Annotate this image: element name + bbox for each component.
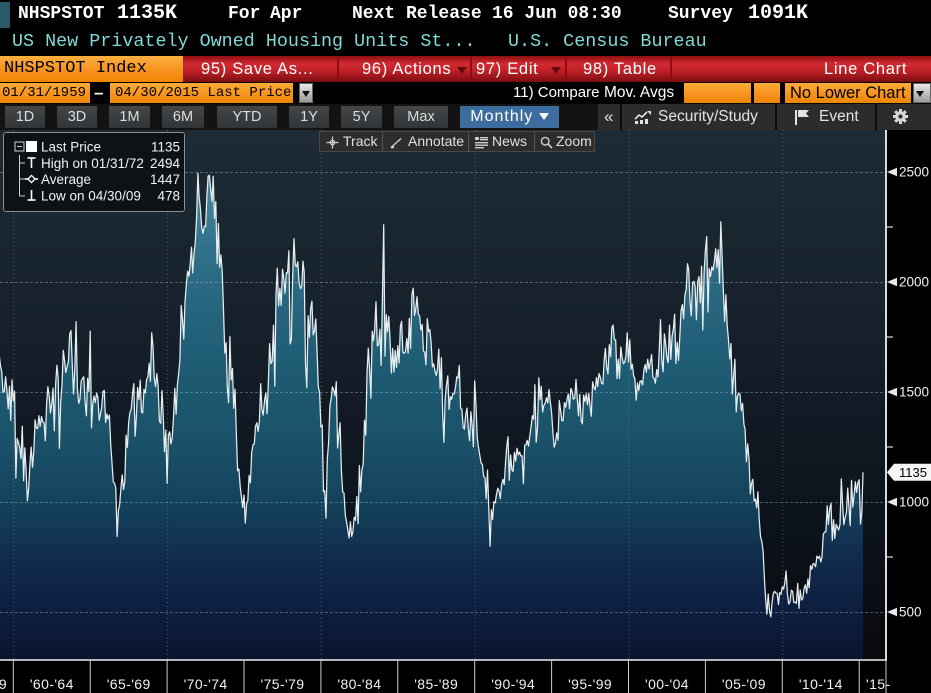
svg-text:2494: 2494	[150, 156, 181, 171]
svg-text:2000: 2000	[899, 275, 929, 290]
svg-text:1447: 1447	[150, 172, 180, 187]
svg-text:'70-'74: '70-'74	[184, 676, 228, 692]
svg-text:High on 01/31/72: High on 01/31/72	[41, 156, 144, 171]
svg-text:'65-'69: '65-'69	[107, 676, 151, 692]
svg-text:Low on 04/30/09: Low on 04/30/09	[41, 189, 141, 204]
svg-text:'10-'14: '10-'14	[799, 676, 843, 692]
svg-text:1500: 1500	[899, 385, 929, 400]
svg-text:'95-'99: '95-'99	[568, 676, 612, 692]
svg-text:'90-'94: '90-'94	[491, 676, 535, 692]
svg-text:478: 478	[157, 189, 180, 204]
svg-text:1000: 1000	[899, 495, 929, 510]
svg-text:'55-'59: '55-'59	[0, 676, 7, 692]
svg-text:'05-'09: '05-'09	[722, 676, 766, 692]
svg-text:Last Price: Last Price	[41, 140, 101, 155]
svg-text:1135: 1135	[151, 140, 180, 155]
svg-text:'85-'89: '85-'89	[414, 676, 458, 692]
svg-text:'00-'04: '00-'04	[645, 676, 689, 692]
svg-text:1135: 1135	[899, 465, 927, 480]
svg-text:Average: Average	[41, 172, 91, 187]
svg-text:'75-'79: '75-'79	[261, 676, 305, 692]
svg-text:500: 500	[899, 605, 922, 620]
svg-text:'60-'64: '60-'64	[30, 676, 74, 692]
svg-text:'80-'84: '80-'84	[337, 676, 381, 692]
svg-text:2500: 2500	[899, 165, 929, 180]
svg-text:'15-: '15-	[866, 676, 891, 692]
